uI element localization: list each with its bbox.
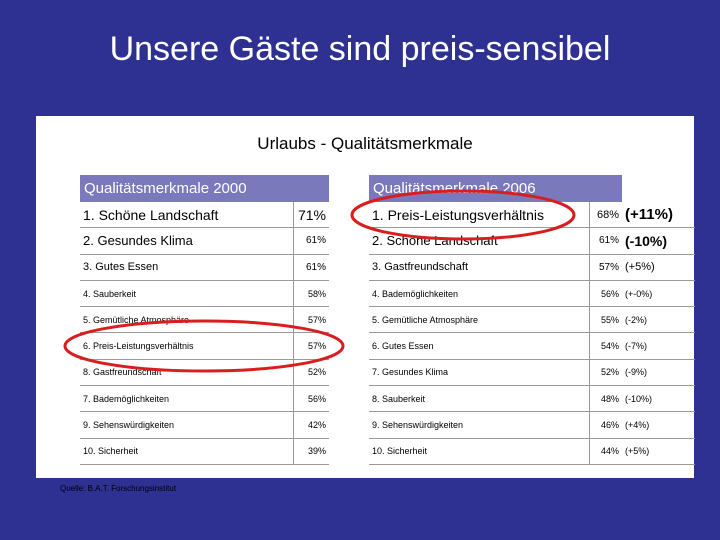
- table-2000-header: Qualitätsmerkmale 2000: [80, 175, 329, 202]
- row-label: 5. Gemütliche Atmosphäre: [369, 306, 590, 334]
- table-row: 5. Gemütliche Atmosphäre 57%: [80, 306, 329, 334]
- row-label: 4. Sauberkeit: [80, 280, 294, 308]
- row-value: 57%: [293, 332, 329, 360]
- row-value: 57%: [293, 306, 329, 334]
- table-2000: Qualitätsmerkmale 2000 1. Schöne Landsch…: [80, 175, 329, 465]
- table-row: 7. Bademöglichkeiten 56%: [80, 385, 329, 413]
- row-label: 1. Schöne Landschaft: [80, 202, 294, 229]
- row-label: 6. Gutes Essen: [369, 332, 590, 360]
- row-label: 2. Gesundes Klima: [80, 227, 294, 255]
- row-label: 8. Sauberkeit: [369, 385, 590, 413]
- row-label: 3. Gastfreundschaft: [369, 254, 590, 281]
- row-change: (+4%): [622, 411, 695, 439]
- row-value: 56%: [293, 385, 329, 413]
- row-change: (-9%): [622, 359, 695, 387]
- row-change: (-7%): [622, 332, 695, 360]
- content-panel: Urlaubs - Qualitätsmerkmale Qualitätsmer…: [36, 116, 695, 478]
- table-row: 2. Gesundes Klima 61%: [80, 227, 329, 255]
- row-value: 52%: [293, 359, 329, 387]
- row-change: (-10%): [622, 227, 695, 255]
- row-label: 9. Sehenswürdigkeiten: [80, 411, 294, 439]
- row-label: 8. Gastfreundschaft: [80, 359, 294, 387]
- table-row: 2. Schöne Landschaft 61% (-10%): [369, 227, 695, 255]
- row-value: 39%: [293, 438, 329, 465]
- row-value: 56%: [589, 280, 622, 308]
- row-label: 1. Preis-Leistungsverhältnis: [369, 202, 590, 229]
- row-change: (+-0%): [622, 280, 695, 308]
- row-label: 3. Gutes Essen: [80, 254, 294, 281]
- table-row: 9. Sehenswürdigkeiten 42%: [80, 411, 329, 439]
- row-label: 6. Preis-Leistungsverhältnis: [80, 332, 294, 360]
- table-row: 5. Gemütliche Atmosphäre 55% (-2%): [369, 306, 695, 334]
- table-row: 9. Sehenswürdigkeiten 46% (+4%): [369, 411, 695, 439]
- source-note: Quelle: B.A.T. Forschungsinstitut: [60, 484, 177, 493]
- row-value: 57%: [589, 254, 622, 281]
- table-row: 8. Gastfreundschaft 52%: [80, 359, 329, 387]
- row-value: 61%: [293, 254, 329, 281]
- table-row: 6. Preis-Leistungsverhältnis 57%: [80, 332, 329, 360]
- row-value: 48%: [589, 385, 622, 413]
- row-value: 46%: [589, 411, 622, 439]
- table-row: 8. Sauberkeit 48% (-10%): [369, 385, 695, 413]
- row-value: 44%: [589, 438, 622, 465]
- table-row: 10. Sicherheit 39%: [80, 438, 329, 465]
- table-row: 7. Gesundes Klima 52% (-9%): [369, 359, 695, 387]
- table-2006: Qualitätsmerkmale 2006 1. Preis-Leistung…: [369, 175, 695, 465]
- table-row: 4. Sauberkeit 58%: [80, 280, 329, 308]
- row-label: 5. Gemütliche Atmosphäre: [80, 306, 294, 334]
- row-label: 10. Sicherheit: [80, 438, 294, 465]
- row-change: (+11%): [622, 202, 695, 229]
- row-label: 10. Sicherheit: [369, 438, 590, 465]
- row-value: 42%: [293, 411, 329, 439]
- table-row: 3. Gastfreundschaft 57% (+5%): [369, 254, 695, 281]
- row-label: 4. Bademöglichkeiten: [369, 280, 590, 308]
- table-row: 6. Gutes Essen 54% (-7%): [369, 332, 695, 360]
- table-row: 1. Preis-Leistungsverhältnis 68% (+11%): [369, 202, 695, 229]
- row-label: 2. Schöne Landschaft: [369, 227, 590, 255]
- table-2006-header: Qualitätsmerkmale 2006: [369, 175, 622, 202]
- row-change: (-10%): [622, 385, 695, 413]
- row-change: (+5%): [622, 254, 695, 281]
- table-row: 1. Schöne Landschaft 71%: [80, 202, 329, 229]
- row-value: 58%: [293, 280, 329, 308]
- row-value: 61%: [293, 227, 329, 255]
- table-row: 10. Sicherheit 44% (+5%): [369, 438, 695, 465]
- row-value: 55%: [589, 306, 622, 334]
- panel-title: Urlaubs - Qualitätsmerkmale: [257, 134, 473, 153]
- row-value: 71%: [293, 202, 329, 229]
- table-row: 4. Bademöglichkeiten 56% (+-0%): [369, 280, 695, 308]
- row-label: 7. Bademöglichkeiten: [80, 385, 294, 413]
- row-value: 68%: [589, 202, 622, 229]
- row-change: (-2%): [622, 306, 695, 334]
- table-row: 3. Gutes Essen 61%: [80, 254, 329, 281]
- row-label: 9. Sehenswürdigkeiten: [369, 411, 590, 439]
- slide-title: Unsere Gäste sind preis-sensibel: [109, 30, 611, 68]
- row-value: 61%: [589, 227, 622, 255]
- row-value: 54%: [589, 332, 622, 360]
- row-value: 52%: [589, 359, 622, 387]
- row-change: (+5%): [622, 438, 695, 465]
- row-label: 7. Gesundes Klima: [369, 359, 590, 387]
